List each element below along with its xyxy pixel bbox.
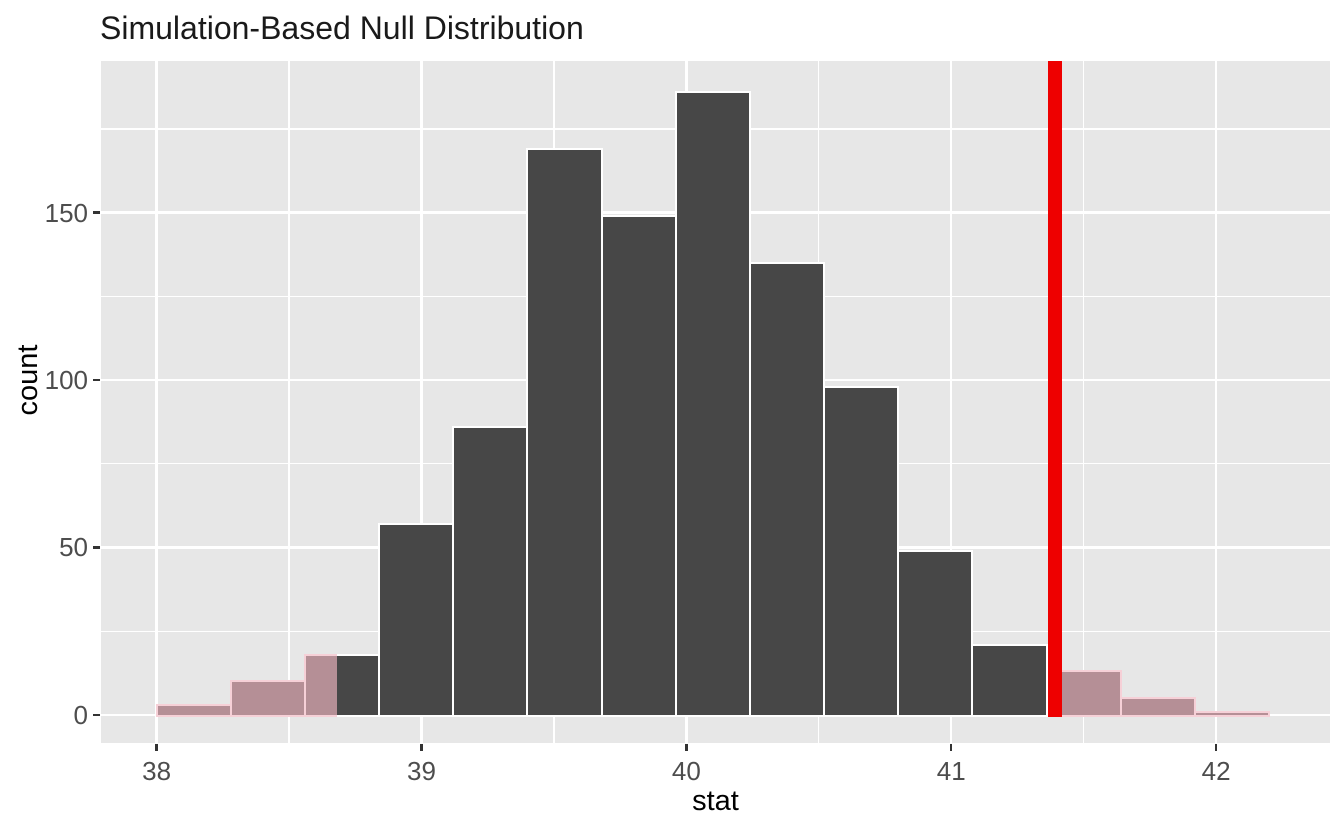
gridline-major-x bbox=[950, 61, 953, 743]
histogram-bar bbox=[971, 643, 1048, 717]
x-tick-mark bbox=[1214, 744, 1218, 751]
gridline-minor-x bbox=[288, 61, 290, 743]
x-tick-mark bbox=[949, 744, 953, 751]
observed-stat-line bbox=[1047, 61, 1062, 717]
gridline-major-x bbox=[1214, 61, 1218, 743]
gridline-major-x bbox=[155, 61, 158, 743]
y-tick-mark bbox=[93, 211, 100, 214]
x-tick-label: 39 bbox=[407, 756, 436, 786]
histogram-bar bbox=[452, 425, 529, 717]
y-tick-mark bbox=[93, 546, 100, 549]
histogram-bar bbox=[823, 385, 900, 717]
shaded-histogram-bar-clip bbox=[303, 653, 337, 717]
x-tick-label: 42 bbox=[1201, 756, 1231, 786]
gridline-minor-x bbox=[1083, 61, 1085, 743]
y-tick-mark bbox=[93, 378, 100, 382]
plot-title: Simulation-Based Null Distribution bbox=[100, 10, 584, 46]
x-tick-mark bbox=[685, 744, 688, 751]
y-tick-label: 0 bbox=[73, 699, 88, 730]
shaded-histogram-bar bbox=[1119, 697, 1196, 717]
y-axis-label: count bbox=[12, 344, 44, 416]
x-axis-label: stat bbox=[692, 785, 739, 817]
y-tick-mark bbox=[93, 713, 100, 717]
gridline-major-x bbox=[420, 61, 423, 743]
histogram-bar bbox=[748, 261, 826, 717]
histogram-bar bbox=[600, 215, 677, 717]
x-tick-mark bbox=[420, 744, 423, 751]
x-tick-mark bbox=[155, 744, 158, 751]
x-tick-label: 41 bbox=[936, 756, 966, 786]
y-tick-label: 50 bbox=[59, 532, 88, 563]
histogram-bar bbox=[674, 91, 751, 717]
y-tick-label: 100 bbox=[44, 365, 88, 396]
shaded-histogram-bar bbox=[155, 703, 232, 717]
histogram-bar bbox=[378, 523, 455, 717]
histogram-bar bbox=[526, 148, 603, 717]
x-tick-label: 38 bbox=[142, 756, 172, 786]
shaded-histogram-bar bbox=[229, 680, 306, 717]
y-tick-label: 150 bbox=[44, 197, 88, 228]
histogram-bar bbox=[897, 549, 974, 717]
x-tick-label: 40 bbox=[671, 756, 701, 786]
shaded-histogram-bar bbox=[1193, 710, 1271, 717]
